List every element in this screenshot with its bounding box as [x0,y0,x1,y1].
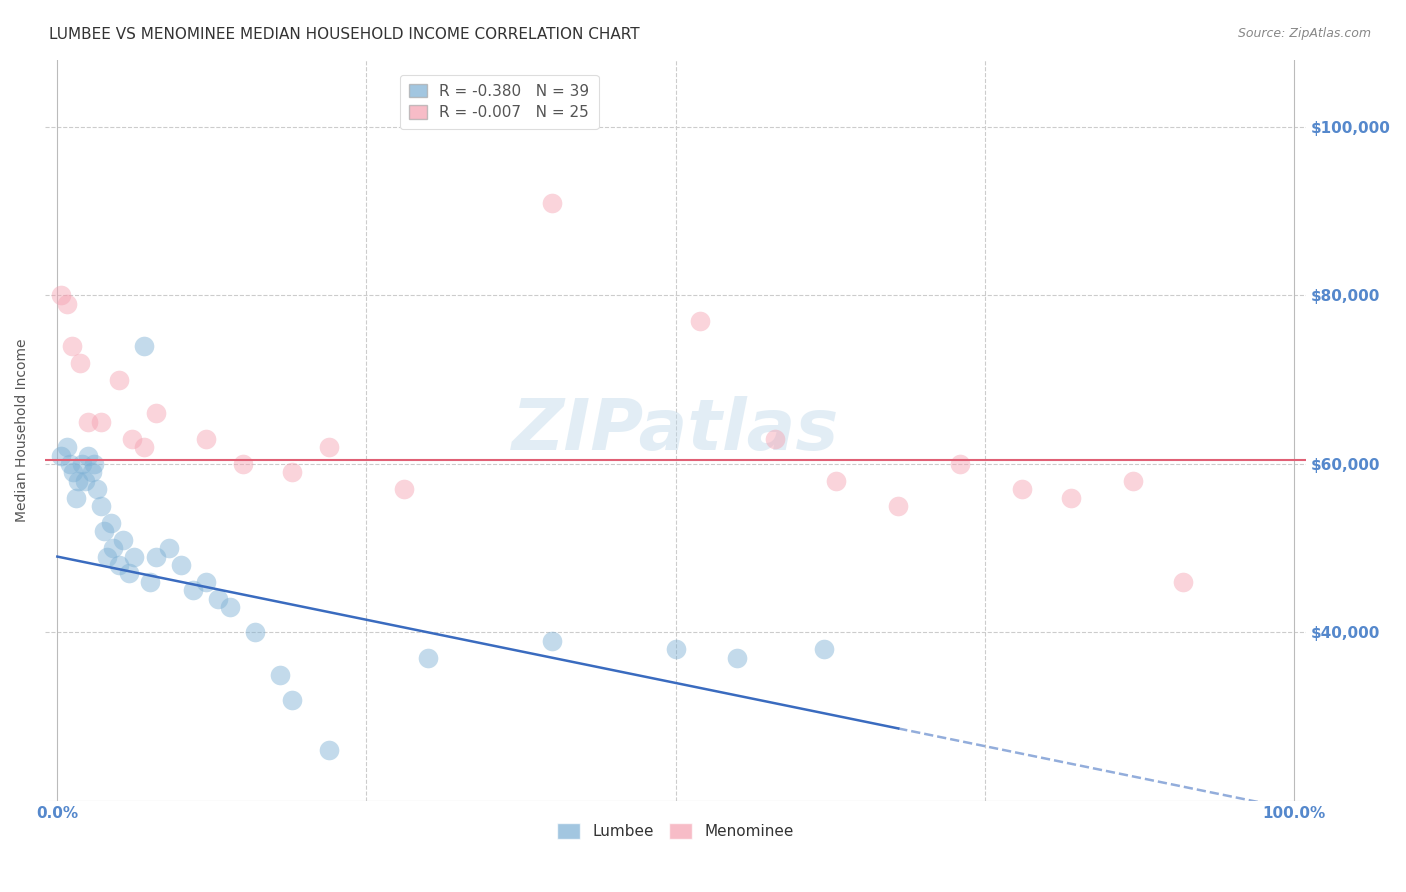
Point [170,558,193,572]
Point [281,693,304,707]
Point [825,474,848,488]
Text: LUMBEE VS MENOMINEE MEDIAN HOUSEHOLD INCOME CORRELATION CHART: LUMBEE VS MENOMINEE MEDIAN HOUSEHOLD INC… [49,27,640,42]
Point [90,499,112,513]
Point [56,297,79,311]
Point [86,482,108,496]
Point [269,667,291,681]
Point [108,558,131,572]
Point [1060,491,1083,505]
Point [318,440,340,454]
Point [183,583,205,598]
Point [59,457,82,471]
Point [80,466,103,480]
Point [418,650,440,665]
Point [392,482,415,496]
Point [194,574,217,589]
Point [139,574,162,589]
Point [145,406,167,420]
Point [665,642,688,657]
Point [145,549,167,564]
Point [96,549,118,564]
Point [219,600,242,615]
Y-axis label: Median Household Income: Median Household Income [15,338,30,522]
Point [111,533,134,547]
Point [56,440,79,454]
Point [281,466,304,480]
Point [194,432,217,446]
Point [541,195,564,210]
Point [813,642,835,657]
Point [689,314,711,328]
Point [49,288,72,302]
Point [132,339,155,353]
Point [60,339,83,353]
Point [90,415,112,429]
Point [73,474,96,488]
Point [93,524,115,539]
Point [69,356,91,370]
Point [207,591,229,606]
Point [101,541,124,556]
Point [122,549,145,564]
Point [725,650,748,665]
Point [1011,482,1033,496]
Point [949,457,972,471]
Point [67,474,90,488]
Point [77,449,100,463]
Point [65,491,87,505]
Point [243,625,266,640]
Point [62,466,84,480]
Point [541,633,564,648]
Point [49,449,72,463]
Point [70,457,93,471]
Point [1122,474,1144,488]
Point [108,373,131,387]
Point [100,516,122,530]
Point [83,457,105,471]
Point [77,415,100,429]
Point [887,499,910,513]
Text: Source: ZipAtlas.com: Source: ZipAtlas.com [1237,27,1371,40]
Point [763,432,786,446]
Point [1171,574,1194,589]
Point [157,541,180,556]
Point [232,457,254,471]
Point [118,566,141,581]
Point [121,432,143,446]
Legend: Lumbee, Menominee: Lumbee, Menominee [551,817,800,845]
Text: ZIPatlas: ZIPatlas [512,396,839,465]
Point [318,743,340,757]
Point [132,440,155,454]
